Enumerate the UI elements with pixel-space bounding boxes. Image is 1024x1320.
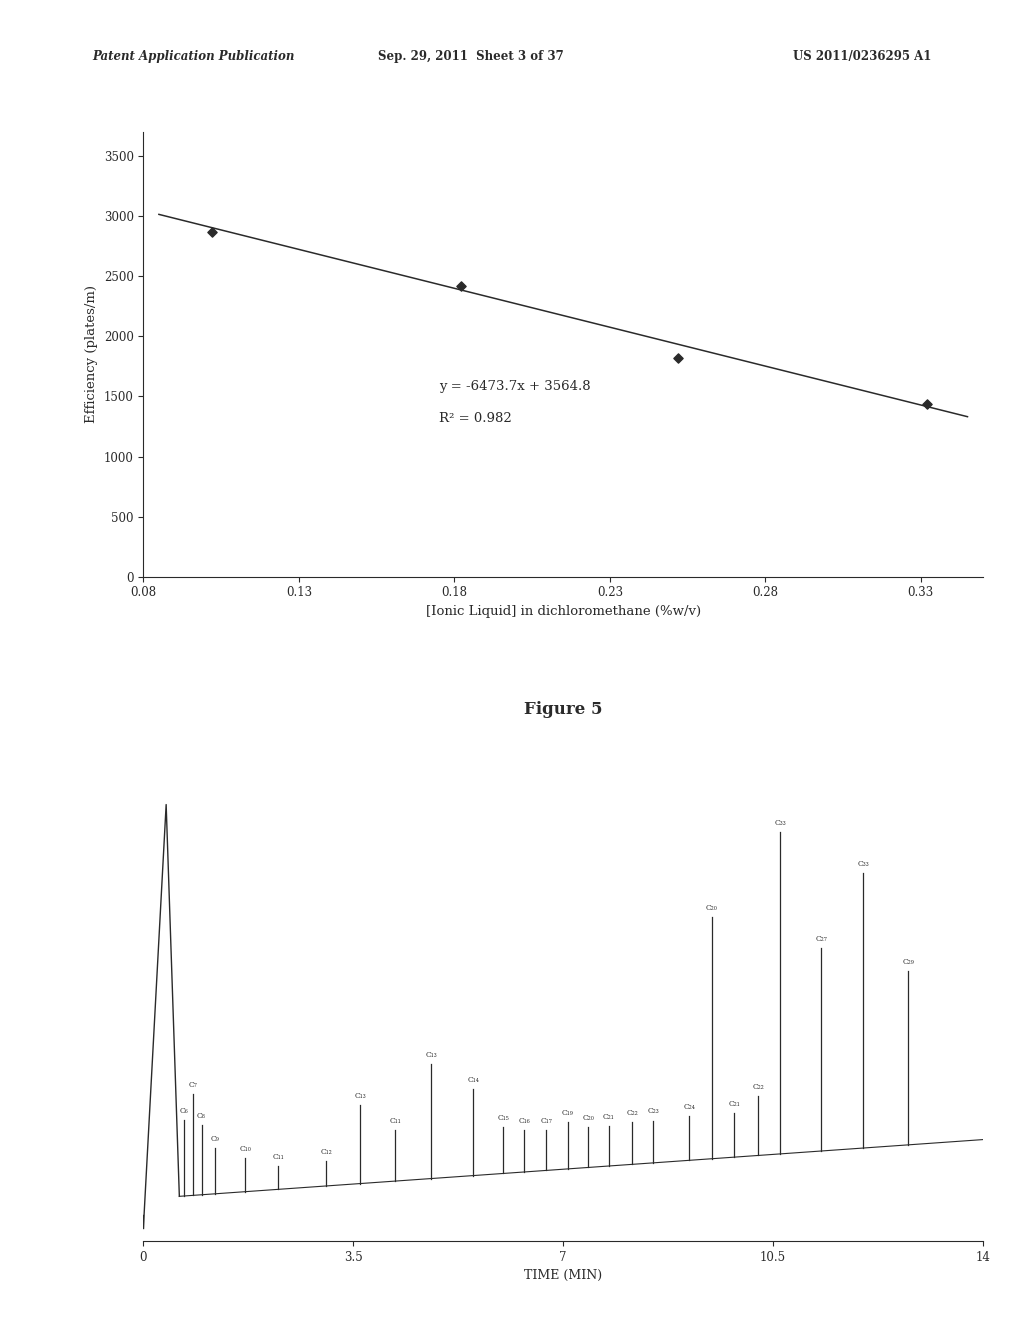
Text: C₂₃: C₂₃ xyxy=(647,1107,659,1115)
Text: C₁₆: C₁₆ xyxy=(518,1117,530,1125)
Text: C₃₃: C₃₃ xyxy=(774,818,786,826)
Text: C₂₀: C₂₀ xyxy=(583,1114,594,1122)
Text: R² = 0.982: R² = 0.982 xyxy=(439,412,512,425)
Text: C₁₉: C₁₉ xyxy=(562,1109,573,1117)
Text: C₂₉: C₂₉ xyxy=(902,958,914,966)
Text: C₂₇: C₂₇ xyxy=(815,935,827,942)
X-axis label: [Ionic Liquid] in dichloromethane (%w/v): [Ionic Liquid] in dichloromethane (%w/v) xyxy=(426,605,700,618)
Text: C₁₃: C₁₃ xyxy=(425,1051,437,1059)
Text: C₁₁: C₁₁ xyxy=(272,1152,285,1162)
Text: C₁₁: C₁₁ xyxy=(389,1117,401,1125)
Text: C₂₂: C₂₂ xyxy=(753,1084,764,1092)
X-axis label: TIME (MIN): TIME (MIN) xyxy=(524,1269,602,1282)
Text: C₉: C₉ xyxy=(211,1135,220,1143)
Text: C₁₀: C₁₀ xyxy=(240,1144,251,1152)
Text: C₂₂: C₂₂ xyxy=(627,1109,638,1117)
Text: C₇: C₇ xyxy=(188,1081,197,1089)
Text: C₁₅: C₁₅ xyxy=(498,1114,509,1122)
Point xyxy=(919,393,935,414)
Text: C₁₃: C₁₃ xyxy=(354,1092,367,1100)
Point xyxy=(670,347,686,368)
Y-axis label: Efficiency (plates/m): Efficiency (plates/m) xyxy=(85,285,98,424)
Text: C₁₄: C₁₄ xyxy=(467,1076,479,1084)
Text: US 2011/0236295 A1: US 2011/0236295 A1 xyxy=(794,50,932,63)
Text: C₂₀: C₂₀ xyxy=(706,904,718,912)
Text: Sep. 29, 2011  Sheet 3 of 37: Sep. 29, 2011 Sheet 3 of 37 xyxy=(378,50,564,63)
Text: C₈: C₈ xyxy=(197,1111,206,1119)
Text: y = -6473.7x + 3564.8: y = -6473.7x + 3564.8 xyxy=(439,380,591,393)
Text: Patent Application Publication: Patent Application Publication xyxy=(92,50,295,63)
Text: C₁₇: C₁₇ xyxy=(541,1117,552,1125)
Text: C₂₁: C₂₁ xyxy=(728,1100,740,1107)
Text: C₂₄: C₂₄ xyxy=(683,1102,695,1110)
Text: C₃₃: C₃₃ xyxy=(857,859,869,867)
Text: C₁₂: C₁₂ xyxy=(321,1148,332,1156)
Point xyxy=(204,222,220,243)
Text: C₆: C₆ xyxy=(180,1106,188,1114)
Text: C₂₁: C₂₁ xyxy=(603,1113,614,1121)
Text: Figure 5: Figure 5 xyxy=(524,701,602,718)
Point xyxy=(453,276,469,297)
